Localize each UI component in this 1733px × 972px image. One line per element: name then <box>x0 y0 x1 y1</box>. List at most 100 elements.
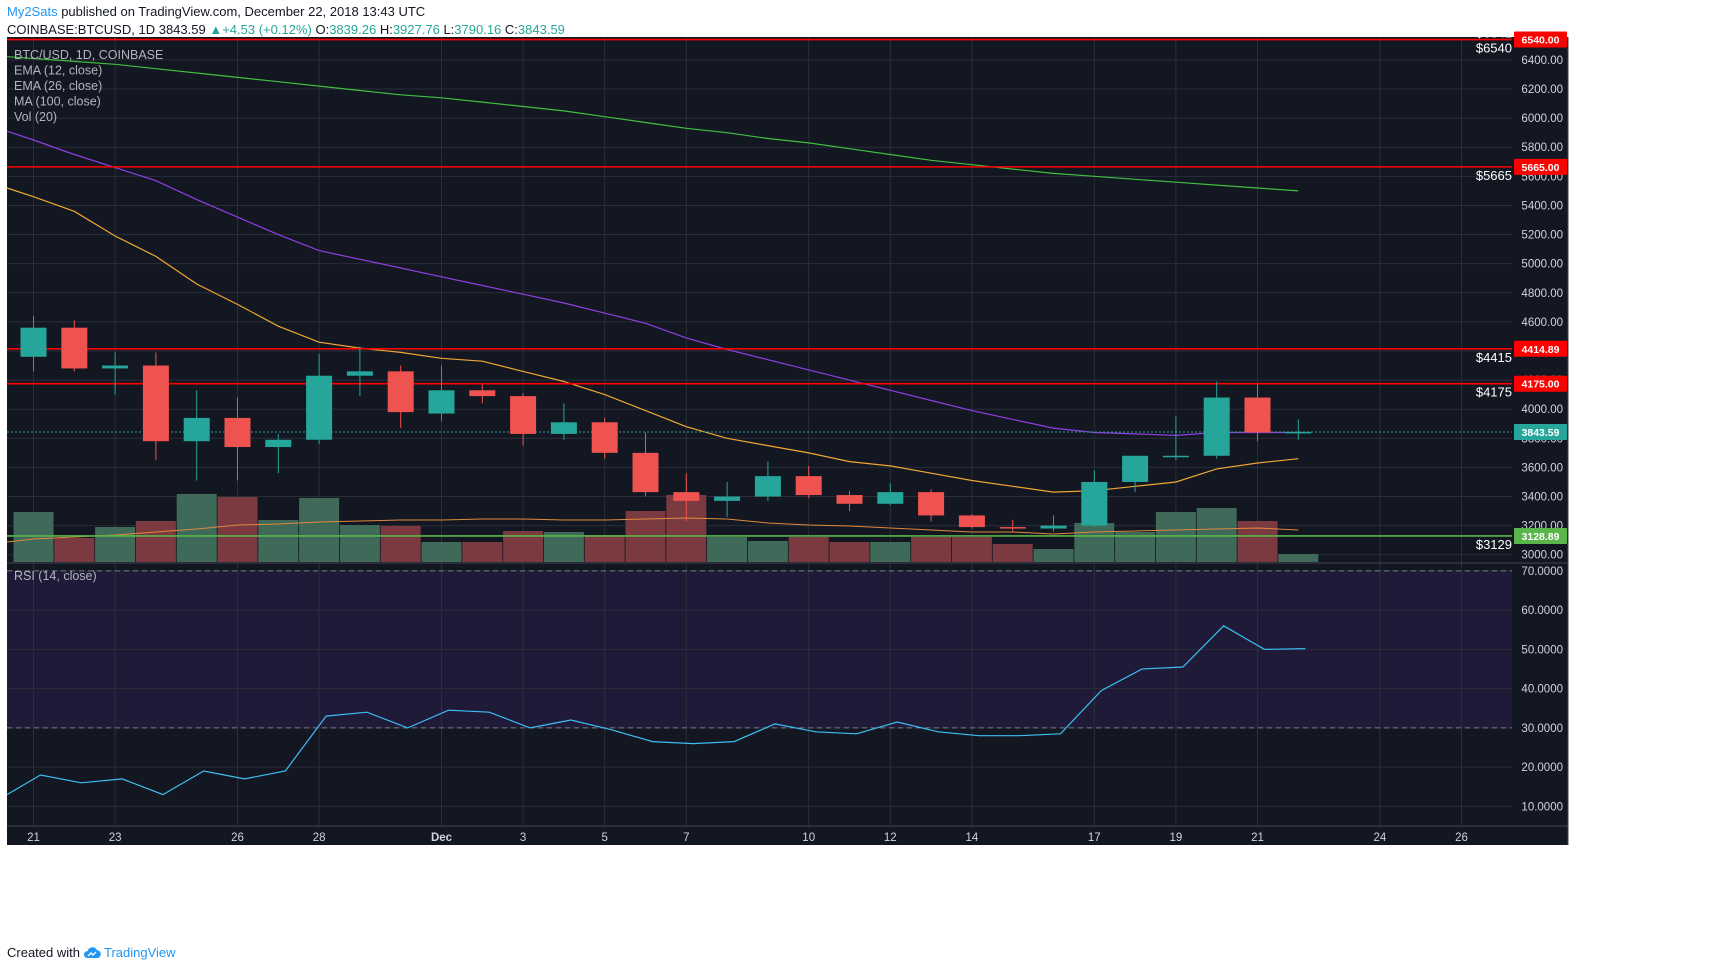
rsi-tick-label: 70.0000 <box>1521 566 1563 578</box>
candle-body <box>999 527 1026 529</box>
level-lines: $6540$6641 $5665 $4415 $4175 $3129 <box>7 26 1512 552</box>
level-price-tag: 6540.00 <box>1522 35 1560 47</box>
volume-bar <box>1074 523 1115 562</box>
candle-body <box>1081 481 1108 526</box>
volume-bar <box>747 541 788 562</box>
volume-bar <box>788 537 829 562</box>
level-price-tag-bg <box>1514 158 1567 175</box>
author-link[interactable]: My2Sats <box>7 4 58 19</box>
volume-bar <box>1155 512 1196 562</box>
price-tick-label: 6400.00 <box>1521 55 1563 67</box>
volume-bar <box>1196 508 1237 562</box>
candle-body <box>469 390 496 397</box>
x-tick-label: Dec <box>431 832 453 844</box>
candle-body <box>795 476 822 496</box>
volume-bar <box>707 537 748 562</box>
publish-info: My2Sats published on TradingView.com, De… <box>7 4 425 19</box>
candle-body <box>1040 525 1067 529</box>
candle-body <box>550 422 577 434</box>
level-price-tag-bg <box>1514 31 1567 48</box>
symbol-text: COINBASE:BTCUSD, 1D <box>7 22 156 37</box>
volume-bar <box>462 542 503 562</box>
last-price-tag: 3843.59 <box>1522 427 1560 439</box>
change-value: +4.53 (+0.12%) <box>222 22 312 37</box>
volume-bar <box>951 537 992 562</box>
rsi-indicator <box>6 625 1306 796</box>
volume-bar <box>1278 554 1319 562</box>
candle-body <box>183 417 210 442</box>
volume-bar <box>258 520 299 562</box>
legend-item: EMA (12, close) <box>14 64 102 78</box>
volume-bar <box>870 542 911 562</box>
candle-body <box>673 492 700 501</box>
candle-body <box>591 422 618 453</box>
x-tick-label: 12 <box>884 832 897 844</box>
volume-bar <box>13 512 54 562</box>
candle-body <box>306 375 333 440</box>
candle-body <box>918 492 945 516</box>
candle-body <box>1162 455 1189 458</box>
rsi-legend-label: RSI (14, close) <box>14 569 97 583</box>
level-label: $5665 <box>1476 168 1512 183</box>
legend-item: EMA (26, close) <box>14 79 102 93</box>
legend: BTC/USD, 1D, COINBASE EMA (12, close)EMA … <box>14 48 163 583</box>
x-tick-label: 24 <box>1374 832 1387 844</box>
candle-body <box>61 327 88 369</box>
volume-bar <box>584 535 625 562</box>
level-label: $3129 <box>1476 537 1512 552</box>
x-tick-label: 19 <box>1170 832 1183 844</box>
x-tick-label: 7 <box>683 832 689 844</box>
price-tick-label: 3400.00 <box>1521 492 1563 504</box>
volume-ma-line <box>6 517 1299 543</box>
price-tick-label: 3600.00 <box>1521 462 1563 474</box>
volume-bar <box>95 527 136 562</box>
x-tick-label: 28 <box>313 832 326 844</box>
volume-bar <box>992 544 1033 562</box>
open-label: O: <box>315 22 330 37</box>
volume-bars <box>6 494 1319 562</box>
up-arrow-icon: ▲ <box>209 22 223 37</box>
volume-bar <box>54 538 95 562</box>
x-tick-label: 5 <box>601 832 607 844</box>
level-price-tag: 5665.00 <box>1522 162 1560 174</box>
tradingview-link[interactable]: TradingView <box>103 945 176 960</box>
x-tick-label: 21 <box>1251 832 1264 844</box>
x-tick-label: 26 <box>231 832 244 844</box>
candle-body <box>877 492 904 504</box>
ma100-line <box>6 56 1299 192</box>
volume-bar <box>1033 549 1074 562</box>
candle-body <box>510 396 537 434</box>
level-price-tag: 4175.00 <box>1522 379 1560 391</box>
level-label: $4415 <box>1476 350 1512 365</box>
volume-bar <box>1115 532 1156 562</box>
legend-item: BTC/USD, 1D, COINBASE <box>14 48 163 62</box>
close-value: 3843.59 <box>517 22 565 37</box>
footer: Created with TradingView <box>7 945 176 963</box>
volume-bar <box>339 525 380 562</box>
price-tick-label: 5400.00 <box>1521 200 1563 212</box>
volume-bar <box>543 532 584 562</box>
level-label: $6540 <box>1476 41 1512 56</box>
candle-body <box>1122 455 1149 482</box>
level-top-label: $6641 <box>1476 26 1512 41</box>
price-tick-label: 6000.00 <box>1521 113 1563 125</box>
level-price-tag-bg <box>1514 375 1567 392</box>
candle-body <box>1285 431 1312 434</box>
legend-item: MA (100, close) <box>14 95 101 109</box>
price-tick-label: 5800.00 <box>1521 142 1563 154</box>
candle-body <box>836 495 863 504</box>
candle-body <box>20 327 47 357</box>
grid <box>7 37 1568 826</box>
volume-bar <box>829 542 870 562</box>
volume-bar <box>217 497 258 562</box>
high-label: H: <box>379 22 393 37</box>
rsi-tick-label: 30.0000 <box>1521 723 1563 735</box>
volume-bar <box>421 542 462 562</box>
ema26-line <box>6 130 1299 437</box>
rsi-tick-label: 10.0000 <box>1521 801 1563 813</box>
created-with-text: Created with <box>7 945 80 960</box>
candle-body <box>632 452 659 493</box>
candle-body <box>754 476 781 497</box>
x-tick-label: 3 <box>520 832 526 844</box>
